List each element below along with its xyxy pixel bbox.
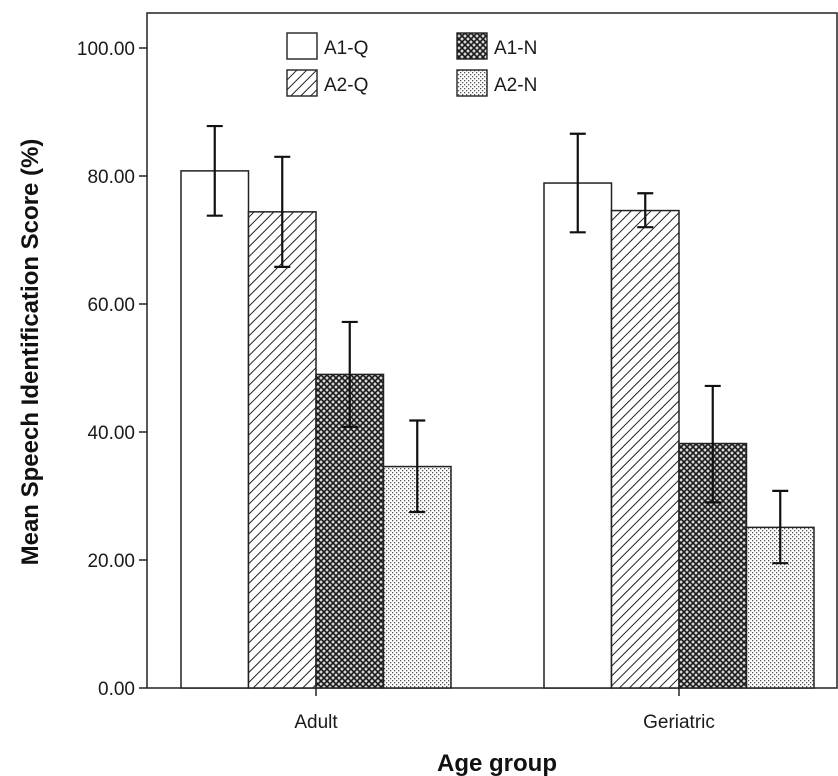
error-bar-geriatric-a2-q: [637, 192, 654, 229]
bar-adult-a1-n: [315, 373, 385, 689]
legend-label: A1-Q: [324, 38, 368, 59]
legend-item-a1-n: A1-N: [456, 32, 537, 60]
y-tick-label: 0.00: [98, 679, 135, 700]
legend-swatch: [286, 32, 318, 60]
x-axis-title: Age group: [437, 750, 557, 776]
legend-item-a2-q: A2-Q: [286, 69, 368, 97]
plot-area-border: [146, 12, 838, 689]
bar-adult-a2-q: [247, 211, 317, 689]
y-axis-title: Mean Speech Identification Score (%): [17, 139, 44, 566]
legend-label: A2-N: [494, 75, 537, 96]
bar-geriatric-a2-q: [610, 209, 680, 689]
y-tick-label: 20.00: [87, 551, 135, 572]
legend-item-a1-q: A1-Q: [286, 32, 368, 60]
bar-geriatric-a1-q: [543, 182, 613, 689]
error-bar-geriatric-a2-n: [772, 489, 789, 565]
x-axis: Adult Geriatric: [294, 688, 715, 733]
y-tick-label: 100.00: [77, 39, 135, 60]
error-bar-adult-a1-q: [206, 124, 223, 217]
error-bars: [206, 124, 789, 565]
legend-label: A1-N: [494, 38, 537, 59]
y-tick-label: 80.00: [87, 167, 135, 188]
error-bar-geriatric-a1-q: [569, 132, 586, 234]
legend-swatch: [456, 69, 488, 97]
y-tick-label: 40.00: [87, 423, 135, 444]
y-tick-label: 60.00: [87, 295, 135, 316]
y-axis: 0.00 20.00 40.00 60.00 80.00 100.00: [77, 39, 147, 700]
bar-adult-a1-q: [180, 170, 250, 689]
plot-frame: [146, 12, 838, 689]
x-tick-label-adult: Adult: [294, 712, 338, 733]
error-bar-adult-a2-n: [409, 419, 426, 514]
legend: A1-Q A2-Q A1-N A2-N: [286, 32, 537, 97]
legend-swatch: [456, 32, 488, 60]
bars: [180, 170, 815, 689]
x-tick-label-geriatric: Geriatric: [643, 712, 715, 733]
error-bar-geriatric-a1-n: [704, 384, 721, 504]
error-bar-adult-a2-q: [274, 155, 291, 268]
legend-item-a2-n: A2-N: [456, 69, 537, 97]
legend-label: A2-Q: [324, 75, 368, 96]
error-bar-adult-a1-n: [341, 320, 358, 428]
legend-swatch: [286, 69, 318, 97]
